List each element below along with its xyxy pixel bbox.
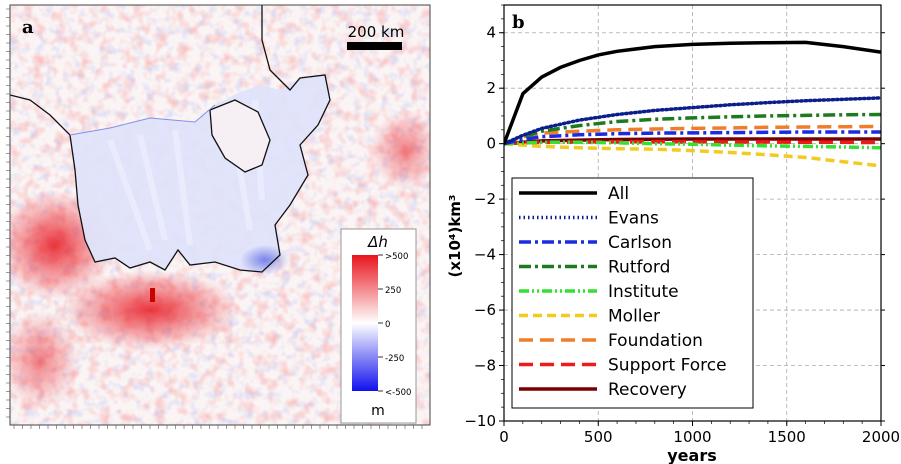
legend-label-moller: Moller xyxy=(608,307,660,327)
y-tick-label: 2 xyxy=(486,79,496,97)
legend-label-support-force: Support Force xyxy=(608,356,727,376)
colorbar-gradient xyxy=(352,255,378,391)
legend: All Evans Carlson Rutford Institute Moller Fou… xyxy=(511,177,754,409)
y-tick-label: −10 xyxy=(464,412,496,430)
axis-ticks xyxy=(499,4,885,426)
series-line-all xyxy=(504,40,881,145)
thickening-region-east xyxy=(370,110,430,190)
series-layer xyxy=(504,40,881,168)
legend-box xyxy=(511,177,754,409)
series-line-carlson xyxy=(504,130,881,146)
series-line-evans xyxy=(504,96,881,146)
legend-label-evans: Evans xyxy=(608,209,659,229)
map-frame xyxy=(9,4,431,426)
dark-red-spot xyxy=(150,288,155,302)
ice-front-blue xyxy=(69,104,216,136)
ice-shelf xyxy=(70,75,330,272)
scale-bar xyxy=(347,42,402,50)
legend-label-institute: Institute xyxy=(608,282,679,302)
y-tick-label: 0 xyxy=(486,135,496,153)
x-tick-label: 1000 xyxy=(673,428,711,446)
colorbar-tick-max: >500 xyxy=(385,252,408,262)
thinning-region xyxy=(240,245,290,275)
colorbar-tick-neg250: -250 xyxy=(385,354,404,364)
series-line-moller xyxy=(504,141,881,168)
map-x-minor-ticks xyxy=(13,425,423,429)
y-tick-label: −2 xyxy=(474,190,496,208)
series-line-institute xyxy=(504,140,881,150)
scale-bar-label: 200 km xyxy=(348,23,405,41)
thickening-region-southwest xyxy=(10,310,80,410)
legend-label-recovery: Recovery xyxy=(608,380,687,400)
series-line-rutford xyxy=(504,112,881,146)
series-line-foundation xyxy=(504,124,881,146)
y-axis-label: (x10⁴)km³ xyxy=(446,194,464,277)
colorbar-unit: m xyxy=(371,403,385,419)
y-tick-labels: 4 2 0 −2 −4 −6 −8 −10 xyxy=(464,24,496,430)
thickening-region-south xyxy=(60,270,240,350)
colorbar-legend: Δh >500 250 0 -250 <-500 m xyxy=(340,228,417,424)
legend-label-foundation: Foundation xyxy=(608,331,703,351)
island xyxy=(209,99,271,173)
x-tick-label: 2000 xyxy=(862,428,900,446)
legend-label-carlson: Carlson xyxy=(608,233,672,253)
colorbar-tick-250: 250 xyxy=(385,286,401,296)
x-tick-labels: 0 500 1000 1500 2000 xyxy=(499,428,900,446)
x-axis-label: years xyxy=(667,446,717,464)
map-y-minor-ticks xyxy=(6,8,10,418)
x-tick-label: 500 xyxy=(584,428,613,446)
grounding-line xyxy=(10,5,331,273)
y-tick-label: −6 xyxy=(474,301,496,319)
legend-label-all: All xyxy=(608,184,629,204)
panel-a-label: a xyxy=(22,17,34,38)
y-tick-label: −4 xyxy=(474,246,496,264)
line-chart-panel: 0 500 1000 1500 2000 420−2−4−6−8−10 b years … xyxy=(446,4,900,464)
colorbar-tick-0: 0 xyxy=(385,320,390,330)
series-line-recovery xyxy=(504,137,881,146)
panel-b-label: b xyxy=(512,12,525,33)
colorbar-title: Δh xyxy=(367,233,388,251)
y-tick-label: 4 xyxy=(486,24,496,42)
colorbar-tick-min: <-500 xyxy=(385,388,411,398)
legend-label-rutford: Rutford xyxy=(608,258,670,278)
ice-shelf-flow-streaks xyxy=(107,99,265,252)
y-tick-label: −8 xyxy=(474,357,496,375)
x-tick-label: 0 xyxy=(499,428,509,446)
map-panel: a 200 km Δh >500 250 0 -250 <-500 m xyxy=(6,4,431,429)
x-tick-label: 1500 xyxy=(768,428,806,446)
